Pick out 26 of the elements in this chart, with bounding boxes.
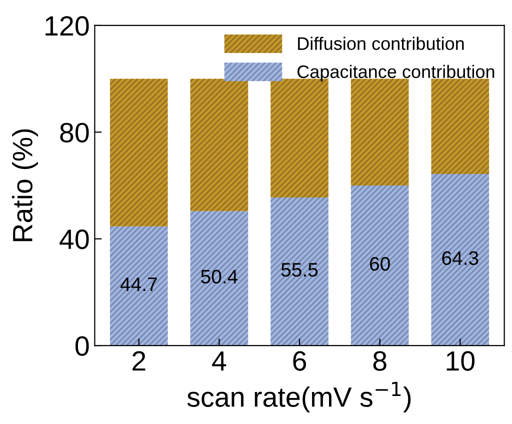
legend-label: Capacitance contribution	[297, 64, 494, 82]
y-tick-label: 0	[75, 336, 89, 356]
data-label: 44.7	[120, 278, 157, 291]
y-tick-label: 80	[60, 122, 89, 142]
x-tick-label: 10	[446, 351, 475, 371]
y-tick-label: 120	[46, 16, 89, 36]
bar	[350, 186, 409, 346]
bar	[190, 211, 248, 346]
x-tick-label: 8	[373, 351, 386, 371]
x-tick-label: 4	[212, 351, 226, 371]
bar	[190, 78, 248, 212]
x-axis-title: scan rate(mV s$^{−1}$)	[187, 382, 411, 412]
data-label: 60	[370, 256, 390, 271]
x-tick-label: 2	[132, 351, 146, 371]
y-tick-label: 40	[60, 230, 89, 250]
data-label: 64.3	[442, 251, 478, 266]
bar	[431, 78, 490, 174]
data-label: 55.5	[281, 263, 318, 277]
bar	[110, 226, 168, 346]
bar	[110, 78, 168, 226]
y-axis-title: Ratio (%)	[12, 129, 38, 242]
bar	[431, 174, 490, 346]
x-tick-label: 6	[293, 351, 306, 371]
data-label: 50.4	[201, 270, 238, 284]
bar	[270, 198, 328, 346]
legend-label: Diffusion contribution	[298, 36, 464, 50]
